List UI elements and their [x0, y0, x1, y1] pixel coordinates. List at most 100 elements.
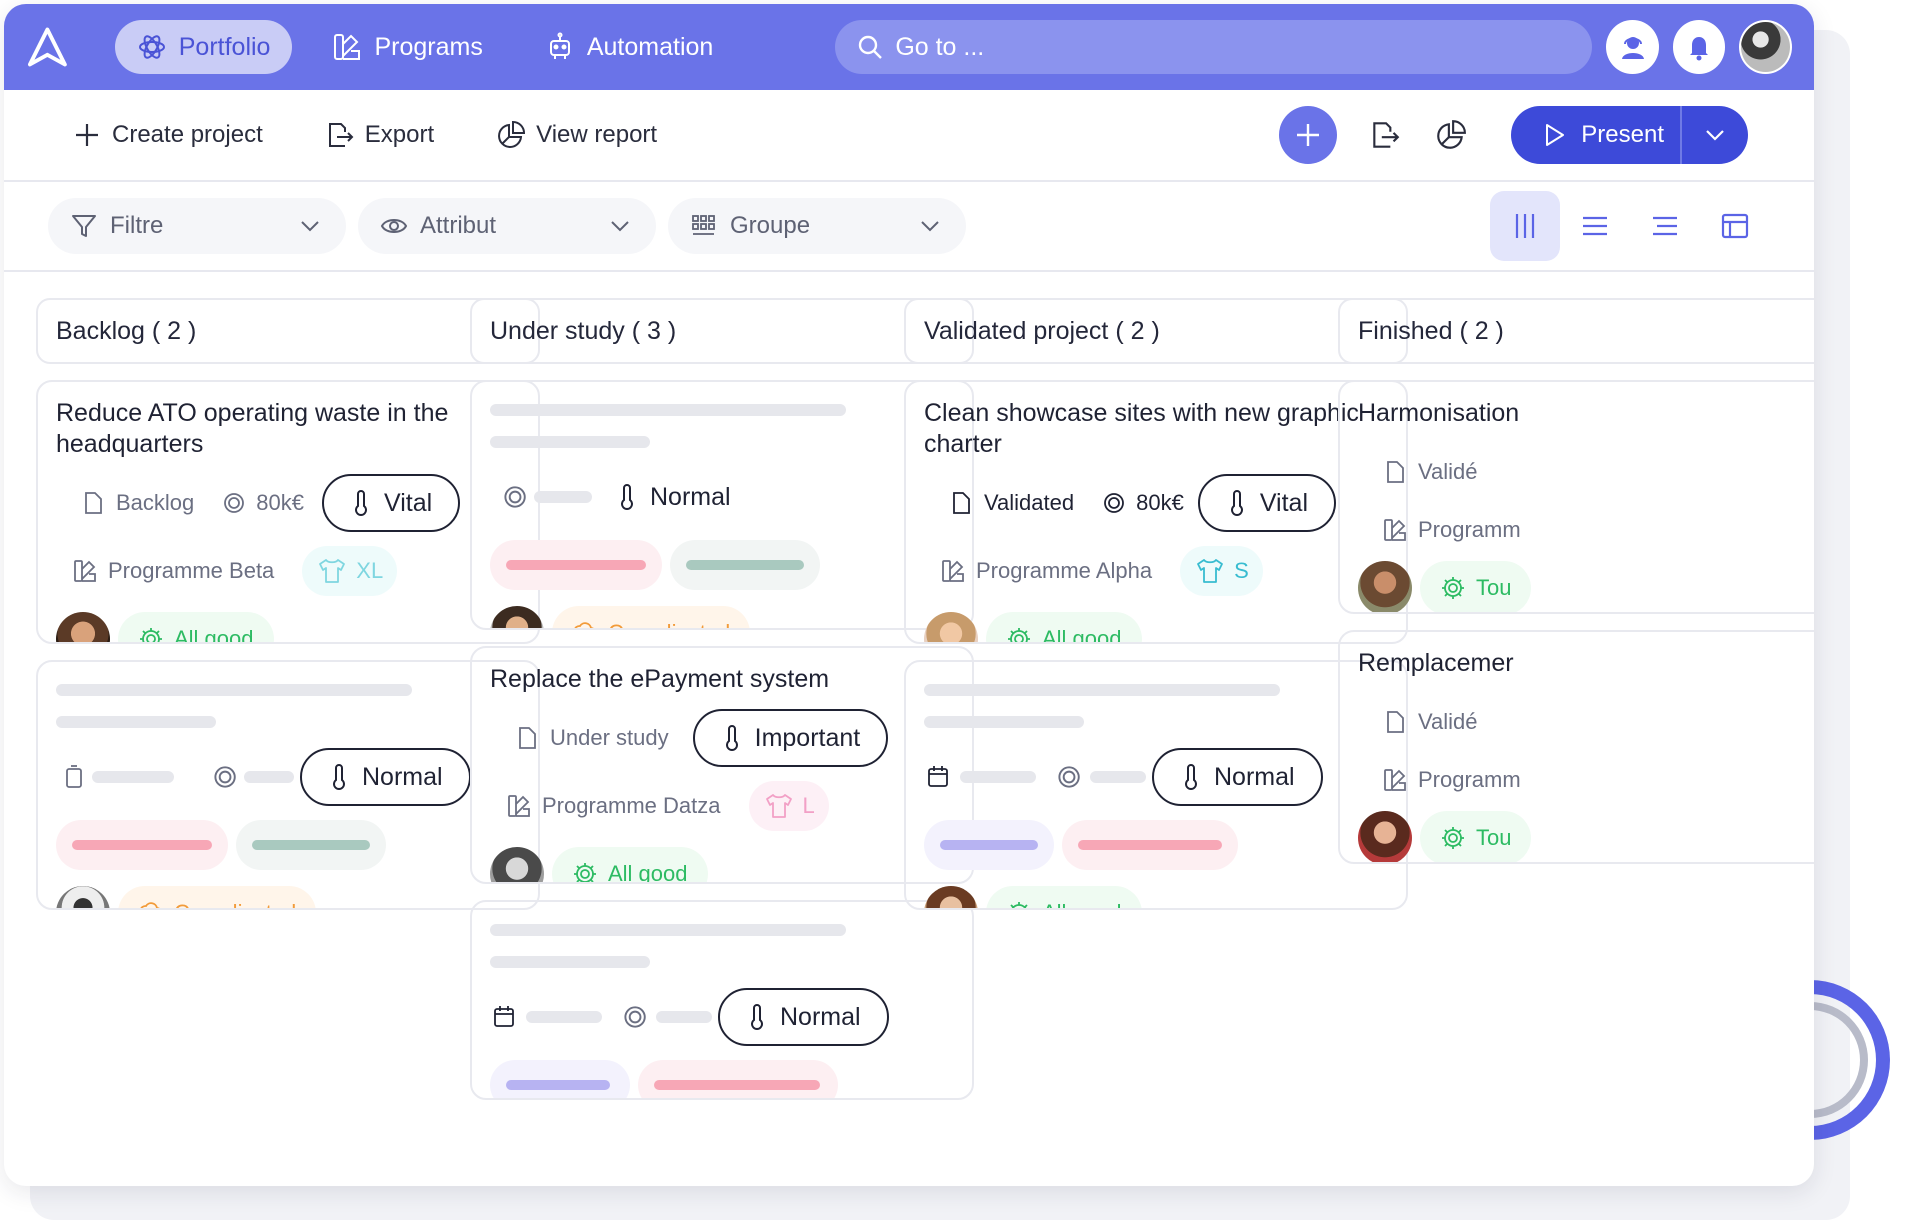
status-badge: Tou: [1420, 811, 1532, 862]
filter-dropdown[interactable]: Filtre: [48, 198, 346, 254]
group-dropdown[interactable]: Groupe: [668, 198, 966, 254]
document-icon: [953, 492, 970, 514]
skeleton-line: [654, 1080, 820, 1090]
assignee-avatar[interactable]: [1358, 811, 1412, 862]
thermometer-icon: [751, 1004, 763, 1030]
kanban-view-button[interactable]: [1490, 191, 1560, 261]
skeleton-line: [686, 560, 804, 570]
project-card[interactable]: Harmonisation Validé Programm: [1338, 380, 1814, 614]
report-icon-button[interactable]: [1429, 113, 1473, 157]
card-meta-row: Validé: [1358, 693, 1814, 751]
notifications-button[interactable]: [1672, 20, 1726, 74]
card-title-line: Clean showcase sites with new graphic: [924, 399, 1359, 427]
budget-meta: 80k€: [220, 490, 304, 516]
status-label: All good: [608, 861, 688, 884]
view-report-label: View report: [536, 121, 658, 148]
card-title: Reduce ATO operating waste in the headqu…: [56, 398, 520, 460]
app-logo-icon[interactable]: [26, 25, 69, 69]
programs-icon: [74, 560, 96, 582]
program-label: Programme Beta: [108, 558, 275, 583]
plus-icon: [76, 124, 98, 146]
skeleton-line: [656, 1011, 712, 1023]
plus-icon: [1297, 124, 1320, 146]
card-tags-row: [56, 816, 520, 874]
assignee-avatar[interactable]: [490, 847, 544, 882]
tag-placeholder: [236, 820, 386, 870]
column-header: Validated project ( 2 ): [904, 298, 1408, 364]
present-dropdown[interactable]: [1682, 106, 1748, 164]
card-status-row: All good: [924, 610, 1388, 642]
cloud-rain-icon: [140, 902, 160, 908]
assignee-avatar[interactable]: [56, 886, 110, 908]
status-badge: All good: [552, 847, 708, 884]
project-card-placeholder[interactable]: Normal Complicated: [470, 380, 974, 630]
column-backlog: Backlog ( 2 ) Reduce ATO operating waste…: [36, 298, 540, 926]
search-input[interactable]: Go to ...: [835, 20, 1593, 74]
present-button[interactable]: Present: [1511, 106, 1682, 164]
project-card[interactable]: Clean showcase sites with new graphic ch…: [904, 380, 1408, 644]
chevron-down-icon: [1706, 130, 1724, 141]
skeleton-line: [92, 771, 174, 783]
add-button[interactable]: [1279, 106, 1338, 164]
compact-view-button[interactable]: [1630, 191, 1700, 261]
programs-icon: [942, 560, 964, 582]
cloud-rain-icon: [574, 622, 594, 628]
skeleton-line: [924, 684, 1280, 696]
list-view-button[interactable]: [1560, 191, 1630, 261]
present-label: Present: [1581, 121, 1664, 148]
priority-badge[interactable]: Normal: [718, 988, 889, 1046]
card-meta-row: Backlog 80k€ Vital: [56, 474, 520, 532]
project-card[interactable]: Remplacemer Validé Programm: [1338, 630, 1814, 864]
project-card-placeholder[interactable]: Normal: [470, 900, 974, 1100]
tag-placeholder: [1062, 820, 1238, 870]
priority-badge[interactable]: Normal: [300, 748, 471, 806]
user-avatar[interactable]: [1739, 20, 1792, 74]
skeleton-line: [526, 1011, 602, 1023]
skeleton-line: [924, 716, 1084, 728]
card-program-row: Programme Datza L: [490, 777, 954, 835]
priority-badge[interactable]: Vital: [322, 474, 461, 532]
card-meta-row: Normal: [924, 748, 1388, 806]
programs-icon: [508, 795, 530, 817]
project-card-placeholder[interactable]: Normal All good: [904, 660, 1408, 910]
thermometer-icon: [1230, 490, 1243, 516]
view-switcher: [1490, 191, 1770, 261]
card-meta-row: Normal: [56, 748, 520, 806]
timer-icon: [66, 765, 82, 788]
attribute-dropdown[interactable]: Attribut: [358, 198, 656, 254]
nav-portfolio[interactable]: Portfolio: [114, 20, 293, 74]
size-tag: L: [748, 781, 829, 831]
assignee-avatar[interactable]: [490, 606, 544, 628]
nav-automation[interactable]: Automation: [523, 20, 735, 74]
create-project-button[interactable]: Create project: [72, 120, 263, 150]
card-program-row: Programm: [1358, 751, 1814, 809]
priority-badge[interactable]: Vital: [1197, 474, 1337, 532]
assignee-avatar[interactable]: [924, 886, 978, 908]
programs-icon: [1384, 769, 1406, 791]
list-icon: [1583, 216, 1607, 236]
project-card[interactable]: Replace the ePayment system Under study …: [470, 646, 974, 884]
skeleton-line: [72, 840, 212, 850]
card-status-row: Complicated: [56, 884, 520, 908]
priority-badge[interactable]: Important: [692, 709, 889, 767]
profile-button[interactable]: [1606, 20, 1659, 74]
budget-meta: 80k€: [1100, 490, 1184, 516]
view-report-button[interactable]: View report: [496, 120, 657, 150]
assignee-avatar[interactable]: [1358, 561, 1412, 612]
stage-label: Validated: [984, 490, 1075, 515]
size-label: S: [1234, 558, 1249, 583]
card-title-line: charter: [924, 430, 1002, 458]
project-card[interactable]: Reduce ATO operating waste in the headqu…: [36, 380, 540, 644]
export-icon-button[interactable]: [1363, 113, 1407, 157]
card-program-row: Programme Alpha S: [924, 542, 1388, 600]
project-card-placeholder[interactable]: Normal Complicated: [36, 660, 540, 910]
column-header: Under study ( 3 ): [470, 298, 974, 364]
program-label: Programme Alpha: [976, 558, 1153, 583]
nav-programs[interactable]: Programs: [310, 20, 504, 74]
table-view-button[interactable]: [1700, 191, 1770, 261]
assignee-avatar[interactable]: [56, 612, 110, 642]
export-button[interactable]: Export: [325, 120, 434, 150]
priority-badge[interactable]: Normal: [1152, 748, 1323, 806]
toolbar: Create project Export View report Presen…: [4, 90, 1814, 182]
assignee-avatar[interactable]: [924, 612, 978, 642]
